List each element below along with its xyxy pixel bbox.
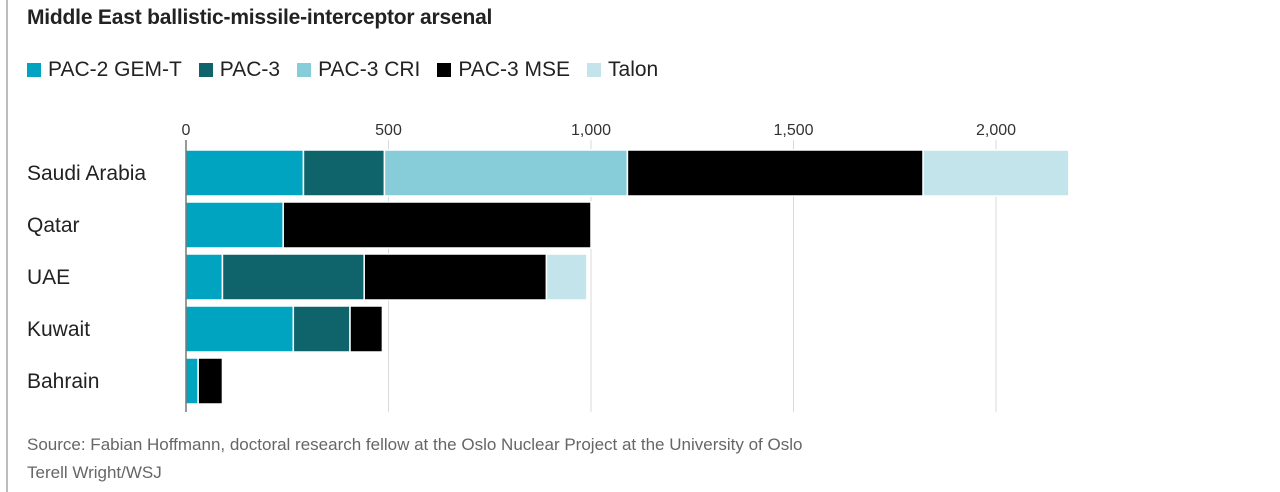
- bar-uae-pac-3: [221, 253, 365, 301]
- legend-item-pac2-gemt: PAC-2 GEM-T: [27, 58, 182, 82]
- bar-kuwait-pac-2-gem-t: [185, 305, 295, 353]
- credit-line: Terell Wright/WSJ: [27, 463, 162, 482]
- bar-uae-talon: [545, 253, 588, 301]
- x-tick-label-1000: 1,000: [571, 122, 611, 139]
- legend-swatch-pac3: [198, 63, 213, 77]
- legend-item-pac3: PAC-3: [198, 58, 281, 82]
- chart-title: Middle East ballistic-missile-intercepto…: [27, 6, 493, 29]
- legend-swatch-pac2-gemt: [27, 63, 41, 77]
- legend-label-pac3: PAC-3: [219, 58, 281, 81]
- x-tick-label-1500: 1,500: [773, 122, 813, 139]
- bar-kuwait-pac-3: [292, 305, 351, 353]
- chart-legend: PAC-2 GEM-T PAC-3 PAC-3 CRI PAC-3 MSE Ta…: [27, 58, 675, 82]
- category-label-uae: UAE: [27, 266, 70, 289]
- bar-saudi-arabia-talon: [922, 149, 1070, 197]
- bars: [185, 140, 1070, 412]
- legend-swatch-talon: [587, 63, 602, 77]
- bar-qatar-pac-3-mse: [282, 201, 592, 249]
- x-tick-label-2000: 2,000: [976, 122, 1016, 139]
- left-border-rule: [6, 0, 8, 492]
- legend-label-talon: Talon: [608, 58, 659, 81]
- category-labels: Saudi Arabia Qatar UAE Kuwait Bahrain: [27, 162, 146, 393]
- category-label-kuwait: Kuwait: [27, 318, 90, 341]
- legend-item-pac3-mse: PAC-3 MSE: [437, 58, 570, 82]
- x-tick-label-500: 500: [375, 122, 402, 139]
- bar-kuwait-pac-3-mse: [349, 305, 384, 353]
- legend-item-pac3-cri: PAC-3 CRI: [297, 58, 420, 82]
- legend-swatch-pac3-cri: [297, 63, 312, 77]
- bar-bahrain-pac-2-gem-t: [185, 357, 199, 405]
- bar-qatar-pac-2-gem-t: [185, 201, 284, 249]
- x-tick-label-0: 0: [182, 122, 191, 139]
- bar-saudi-arabia-pac-3-mse: [626, 149, 924, 197]
- category-label-qatar: Qatar: [27, 214, 80, 237]
- bar-bahrain-pac-3-mse: [197, 357, 224, 405]
- legend-item-talon: Talon: [587, 58, 658, 82]
- source-line: Source: Fabian Hoffmann, doctoral resear…: [27, 435, 803, 454]
- x-axis-ticks: 0 500 1,000 1,500 2,000: [182, 122, 1017, 139]
- bar-saudi-arabia-pac-3-cri: [383, 149, 629, 197]
- category-label-saudi-arabia: Saudi Arabia: [27, 162, 146, 185]
- bar-uae-pac-3-mse: [363, 253, 548, 301]
- legend-label-pac3-cri: PAC-3 CRI: [318, 58, 421, 81]
- source-note: Source: Fabian Hoffmann, doctoral resear…: [27, 431, 802, 487]
- legend-swatch-pac3-mse: [437, 63, 452, 77]
- category-label-bahrain: Bahrain: [27, 370, 99, 393]
- bar-saudi-arabia-pac-3: [302, 149, 386, 197]
- legend-label-pac3-mse: PAC-3 MSE: [458, 58, 571, 81]
- bar-uae-pac-2-gem-t: [185, 253, 224, 301]
- bar-saudi-arabia-pac-2-gem-t: [185, 149, 305, 197]
- legend-label-pac2-gemt: PAC-2 GEM-T: [48, 58, 182, 81]
